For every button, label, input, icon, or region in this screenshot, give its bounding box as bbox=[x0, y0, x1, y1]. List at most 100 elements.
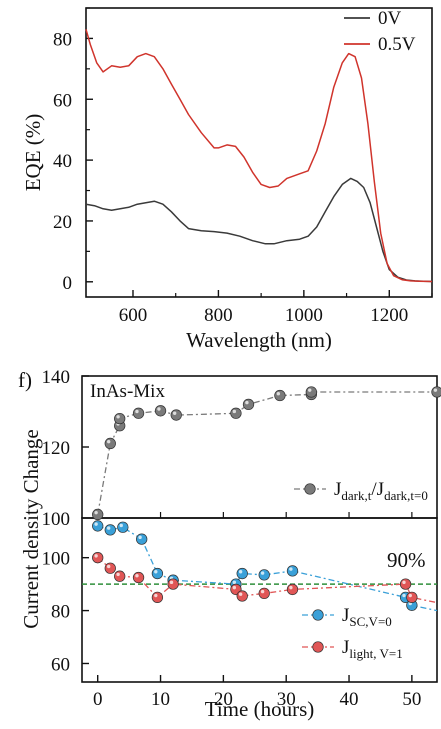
dark-point-highlight bbox=[135, 409, 139, 414]
jsc-point bbox=[117, 521, 129, 533]
dark-point-highlight bbox=[308, 388, 312, 392]
dark-legend-label: Jdark,t/Jdark,t=0 bbox=[334, 479, 428, 503]
x-axis-label: Time (hours) bbox=[205, 697, 314, 721]
dark-point bbox=[274, 389, 286, 402]
dark-point-highlight bbox=[172, 411, 177, 415]
jsc-point bbox=[104, 524, 116, 536]
annotation: InAs-Mix bbox=[90, 381, 165, 402]
dark-point bbox=[230, 407, 242, 419]
jlight-point bbox=[167, 578, 179, 590]
x-tick-label: 1200 bbox=[370, 305, 408, 326]
dark-legend-marker bbox=[304, 483, 316, 495]
panel-label: f) bbox=[18, 368, 32, 392]
y-tick-label: 100 bbox=[42, 509, 71, 530]
dark-point bbox=[305, 386, 317, 398]
y-tick-label: 60 bbox=[51, 654, 70, 675]
dark-point-highlight bbox=[276, 392, 281, 396]
dark-legend-legend_main: J bbox=[334, 479, 341, 500]
jlight-point bbox=[399, 578, 412, 590]
jlight-point bbox=[114, 570, 126, 582]
x-tick-label: 600 bbox=[119, 305, 148, 326]
reference-label: 90% bbox=[387, 548, 426, 572]
jlight-point bbox=[406, 591, 418, 604]
current-density-panel: 100 120 140 60 80 100 0 10 20 30 40 50 f) InAs-Mix 90%… bbox=[18, 367, 441, 721]
x-tick-label: 1000 bbox=[285, 305, 323, 326]
jlight-legend-legend_sub1: light, V=1 bbox=[349, 646, 402, 661]
jlight-point-highlight bbox=[116, 572, 120, 577]
jlight-point-highlight bbox=[289, 585, 293, 590]
x-tick-label: 40 bbox=[340, 689, 359, 710]
jsc-point bbox=[136, 533, 148, 545]
jlight-legend-label: Jlight, V=1 bbox=[342, 637, 403, 661]
x-tick-label: 0 bbox=[93, 689, 103, 710]
dark-point-highlight bbox=[157, 407, 161, 411]
y-tick-label: 140 bbox=[42, 367, 71, 388]
y-tick-label: 20 bbox=[53, 212, 72, 233]
jlight-point bbox=[132, 571, 145, 584]
jsc-point-highlight bbox=[238, 570, 243, 574]
x-tick-label: 10 bbox=[151, 689, 170, 710]
dark-point-highlight bbox=[433, 388, 438, 392]
jlight-point-highlight bbox=[169, 580, 174, 585]
dark-point-highlight bbox=[116, 415, 120, 419]
jsc-point bbox=[92, 520, 104, 532]
y-tick-label: 120 bbox=[42, 438, 71, 459]
y-axis-label: EQE (%) bbox=[21, 114, 45, 192]
jlight-point-highlight bbox=[402, 580, 406, 585]
jlight-point bbox=[258, 587, 270, 600]
jlight-point bbox=[236, 590, 248, 602]
y-tick-label: 60 bbox=[53, 90, 72, 111]
x-axis-label: Wavelength (nm) bbox=[186, 328, 332, 352]
jsc-point-highlight bbox=[402, 593, 406, 598]
dark-point bbox=[431, 386, 441, 398]
jlight-point bbox=[151, 591, 164, 604]
dark-point bbox=[154, 405, 167, 417]
dark-point bbox=[92, 508, 104, 521]
dark-legend-legend_mid: /J bbox=[371, 479, 384, 500]
y-tick-label: 80 bbox=[51, 602, 70, 623]
plot-frame bbox=[85, 7, 433, 298]
jlight-point-highlight bbox=[94, 554, 98, 558]
dark-point-highlight bbox=[232, 409, 237, 414]
legend-label: 0.5V bbox=[378, 34, 416, 55]
y-tick-label: 80 bbox=[53, 29, 72, 50]
jsc-point-highlight bbox=[289, 567, 293, 571]
jsc-legend-legend_main: J bbox=[342, 605, 349, 626]
dark-point bbox=[104, 437, 116, 450]
x-tick-label: 20 bbox=[214, 689, 233, 710]
jlight-point-highlight bbox=[238, 592, 243, 596]
jlight-legend-legend_main: J bbox=[342, 637, 349, 658]
y-axis-label: Current density Change bbox=[19, 429, 43, 628]
legend-label: 0V bbox=[378, 8, 402, 29]
jsc-legend-legend_sub1: SC,V=0 bbox=[349, 614, 391, 629]
dark-point-highlight bbox=[245, 400, 249, 405]
jlight-point-highlight bbox=[232, 585, 237, 590]
x-tick-label: 30 bbox=[277, 689, 296, 710]
jsc-legend-label: JSC,V=0 bbox=[342, 605, 392, 629]
y-tick-label: 40 bbox=[53, 151, 72, 172]
lower-plot-frame bbox=[81, 517, 438, 683]
jlight-legend-marker bbox=[312, 641, 324, 653]
jsc-point-highlight bbox=[260, 571, 265, 575]
dark-legend-legend_sub2: dark,t=0 bbox=[384, 488, 428, 503]
x-tick-label: 50 bbox=[402, 689, 421, 710]
jsc-point-highlight bbox=[106, 526, 111, 530]
dark-point bbox=[132, 407, 145, 419]
jlight-point-highlight bbox=[106, 564, 111, 569]
series-line-0v bbox=[85, 177, 433, 283]
jsc-point-highlight bbox=[232, 580, 237, 585]
dark-point-highlight bbox=[106, 439, 111, 444]
jlight-point bbox=[286, 583, 299, 596]
jlight-point bbox=[92, 552, 104, 564]
jsc-point-highlight bbox=[154, 570, 158, 574]
series-line-0-5v bbox=[85, 29, 433, 283]
dark-point bbox=[242, 398, 255, 411]
jlight-point bbox=[104, 562, 116, 574]
jsc-point-highlight bbox=[119, 523, 123, 528]
y-tick-label: 0 bbox=[63, 273, 73, 294]
dark-point-highlight bbox=[94, 510, 98, 515]
jlight-point-highlight bbox=[408, 593, 412, 598]
jsc-point bbox=[258, 569, 270, 581]
jsc-point bbox=[236, 567, 248, 580]
jlight-point-highlight bbox=[260, 589, 265, 594]
